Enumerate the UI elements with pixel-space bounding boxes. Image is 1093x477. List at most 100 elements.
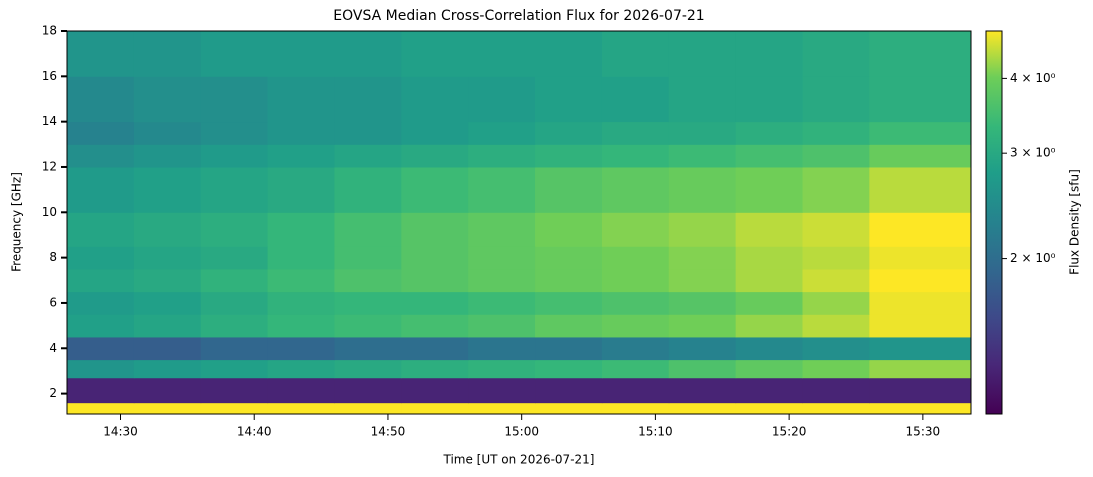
x-axis-label: Time [UT on 2026-07-21] — [443, 453, 595, 467]
heatmap-cell — [67, 121, 135, 145]
heatmap-cell — [267, 377, 335, 404]
heatmap-cell — [468, 246, 536, 270]
y-tick-label: 10 — [42, 205, 57, 219]
heatmap-cell — [535, 212, 603, 247]
heatmap-cell — [601, 166, 670, 213]
heatmap-cell — [869, 76, 972, 123]
heatmap-cell — [401, 121, 469, 145]
heatmap-cell — [401, 402, 469, 415]
heatmap-cell — [200, 402, 269, 415]
heatmap-cell — [401, 377, 469, 404]
heatmap-cell — [869, 314, 972, 338]
heatmap-cell — [601, 359, 670, 379]
heatmap-cell — [535, 76, 603, 123]
heatmap-cell — [200, 377, 269, 404]
heatmap-cell — [802, 402, 870, 415]
colorbar-tick-label: 4 × 10⁰ — [1010, 71, 1056, 85]
y-tick-label: 8 — [49, 250, 57, 264]
heatmap-cell — [735, 359, 804, 379]
heatmap-cell — [601, 268, 670, 293]
heatmap-cell — [735, 76, 804, 123]
heatmap-cell — [601, 336, 670, 361]
heatmap-cell — [468, 121, 536, 145]
heatmap-cell — [334, 268, 402, 293]
heatmap-cell — [468, 144, 536, 168]
heatmap-cell — [735, 402, 804, 415]
heatmap-cell — [668, 402, 737, 415]
heatmap-cell — [401, 31, 469, 77]
y-tick-label: 2 — [49, 386, 57, 400]
heatmap-cell — [401, 314, 469, 338]
heatmap-cell — [468, 166, 536, 213]
heatmap-cell — [802, 291, 870, 315]
heatmap-cell — [401, 166, 469, 213]
heatmap-cell — [267, 31, 335, 77]
heatmap-cell — [468, 268, 536, 293]
heatmap-cell — [802, 166, 870, 213]
heatmap-cell — [601, 246, 670, 270]
heatmap-cell — [67, 314, 135, 338]
x-tick-label: 14:40 — [237, 425, 272, 439]
heatmap-cell — [401, 76, 469, 123]
colorbar-tick-label: 2 × 10⁰ — [1010, 251, 1056, 265]
heatmap-cell — [334, 144, 402, 168]
x-tick-label: 15:20 — [772, 425, 807, 439]
heatmap-cell — [334, 291, 402, 315]
heatmap-cell — [468, 402, 536, 415]
heatmap-cell — [133, 314, 202, 338]
x-tick-label: 15:30 — [906, 425, 941, 439]
heatmap-cell — [401, 359, 469, 379]
heatmap-cell — [668, 212, 737, 247]
heatmap-cell — [735, 121, 804, 145]
heatmap-cell — [133, 402, 202, 415]
y-tick-label: 4 — [49, 341, 57, 355]
heatmap-cell — [601, 314, 670, 338]
heatmap-cell — [802, 212, 870, 247]
heatmap-cell — [601, 76, 670, 123]
heatmap-cell — [869, 402, 972, 415]
heatmap-cell — [535, 121, 603, 145]
heatmap-cell — [802, 377, 870, 404]
heatmap-cell — [869, 246, 972, 270]
colorbar-tick-label: 3 × 10⁰ — [1010, 146, 1056, 160]
heatmap-cell — [200, 144, 269, 168]
heatmap-cell — [802, 314, 870, 338]
heatmap-cell — [668, 377, 737, 404]
heatmap-cell — [535, 31, 603, 77]
heatmap-cell — [267, 359, 335, 379]
heatmap-cell — [668, 336, 737, 361]
y-tick-label: 6 — [49, 295, 57, 309]
heatmap-cell — [735, 144, 804, 168]
heatmap-cell — [535, 402, 603, 415]
heatmap-cell — [334, 166, 402, 213]
heatmap-cell — [468, 377, 536, 404]
heatmap-cell — [401, 268, 469, 293]
heatmap-cell — [334, 246, 402, 270]
heatmap-cell — [67, 291, 135, 315]
heatmap-cell — [133, 166, 202, 213]
colorbar-label: Flux Density [sfu] — [1068, 169, 1082, 275]
heatmap-cell — [601, 212, 670, 247]
heatmap-cell — [267, 121, 335, 145]
heatmap-cell — [67, 268, 135, 293]
heatmap-cell — [334, 31, 402, 77]
heatmap-cell — [133, 268, 202, 293]
heatmap-cell — [200, 121, 269, 145]
heatmap-cell — [668, 121, 737, 145]
heatmap-cell — [334, 402, 402, 415]
heatmap-cell — [401, 212, 469, 247]
plot-frame — [66, 30, 972, 415]
heatmap-cell — [67, 246, 135, 270]
heatmap-cell — [200, 212, 269, 247]
heatmap-cell — [468, 291, 536, 315]
heatmap-cell — [334, 121, 402, 145]
heatmap-cell — [200, 246, 269, 270]
heatmap-cell — [869, 144, 972, 168]
heatmap-cell — [735, 166, 804, 213]
heatmap-cell — [668, 76, 737, 123]
heatmap-cell — [267, 314, 335, 338]
heatmap-cell — [267, 166, 335, 213]
heatmap-cell — [668, 246, 737, 270]
heatmap-cell — [535, 314, 603, 338]
